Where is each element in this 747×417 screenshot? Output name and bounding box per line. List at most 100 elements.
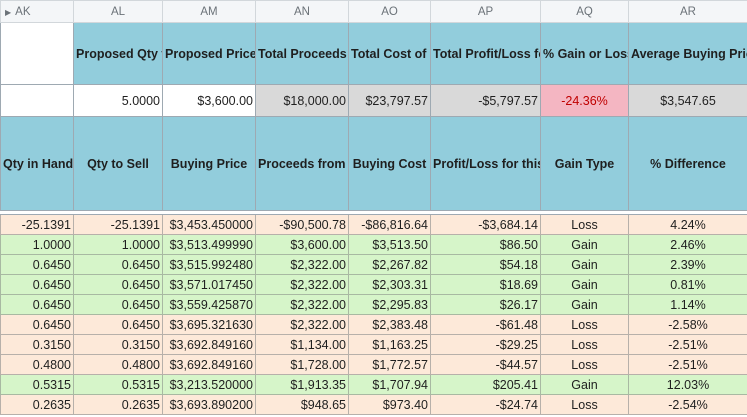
column-header-an[interactable]: AN [255, 0, 349, 23]
buying-price-cell[interactable]: $3,693.890200 [162, 394, 256, 415]
buying-price-cell[interactable]: $3,695.321630 [162, 314, 256, 335]
total-cost-header[interactable]: Total Cost of Buying [348, 22, 431, 85]
proposed-price-cell[interactable]: $3,600.00 [162, 84, 256, 117]
column-header-aq[interactable]: AQ [540, 0, 629, 23]
average-price-header[interactable]: Average Buying Price of Total Available … [628, 22, 747, 85]
buying-price-cell[interactable]: $3,213.520000 [162, 374, 256, 395]
qty-to-sell-cell[interactable]: 0.6450 [73, 254, 163, 275]
qty-to-sell-cell[interactable]: -25.1391 [73, 214, 163, 235]
gain-type-cell[interactable]: Loss [540, 354, 629, 375]
buying-price-cell[interactable]: $3,692.849160 [162, 354, 256, 375]
profit-loss-cell[interactable]: $26.17 [430, 294, 541, 315]
profit-loss-cell[interactable]: $86.50 [430, 234, 541, 255]
proceeds-cell[interactable]: $2,322.00 [255, 314, 349, 335]
qty-to-sell-cell[interactable]: 0.6450 [73, 294, 163, 315]
buying-cost-cell[interactable]: $2,383.48 [348, 314, 431, 335]
buying-price-cell[interactable]: $3,515.992480 [162, 254, 256, 275]
buying-cost-cell[interactable]: -$86,816.64 [348, 214, 431, 235]
pct-difference-cell[interactable]: 2.46% [628, 234, 747, 255]
qty-in-hand-header[interactable]: Qty in Hand [0, 116, 74, 211]
qty-in-hand-cell[interactable]: 1.0000 [0, 234, 74, 255]
qty-in-hand-cell[interactable]: 0.4800 [0, 354, 74, 375]
buying-cost-cell[interactable]: $1,163.25 [348, 334, 431, 355]
total-profit-header[interactable]: Total Profit/Loss for this transaction [430, 22, 541, 85]
qty-to-sell-cell[interactable]: 0.6450 [73, 274, 163, 295]
pct-difference-header[interactable]: % Difference [628, 116, 747, 211]
qty-to-sell-cell[interactable]: 0.4800 [73, 354, 163, 375]
qty-in-hand-cell[interactable]: 0.6450 [0, 314, 74, 335]
column-header-ar[interactable]: AR [628, 0, 747, 23]
qty-in-hand-cell[interactable]: -25.1391 [0, 214, 74, 235]
gain-type-cell[interactable]: Loss [540, 394, 629, 415]
profit-loss-cell[interactable]: -$3,684.14 [430, 214, 541, 235]
column-header-ap[interactable]: AP [430, 0, 541, 23]
column-header-ao[interactable]: AO [348, 0, 431, 23]
profit-loss-cell[interactable]: $18.69 [430, 274, 541, 295]
proceeds-cell[interactable]: $948.65 [255, 394, 349, 415]
column-header-al[interactable]: AL [73, 0, 163, 23]
gain-type-cell[interactable]: Gain [540, 274, 629, 295]
proceeds-cell[interactable]: $1,134.00 [255, 334, 349, 355]
qty-to-sell-header[interactable]: Qty to Sell [73, 116, 163, 211]
profit-loss-cell[interactable]: -$29.25 [430, 334, 541, 355]
proceeds-header[interactable]: Proceeds from Sell [255, 116, 349, 211]
proceeds-cell[interactable]: $1,913.35 [255, 374, 349, 395]
proceeds-cell[interactable]: $3,600.00 [255, 234, 349, 255]
qty-in-hand-cell[interactable]: 0.6450 [0, 254, 74, 275]
proposed-qty-header[interactable]: Proposed Qty to Sell [73, 22, 163, 85]
buying-cost-cell[interactable]: $3,513.50 [348, 234, 431, 255]
qty-in-hand-cell[interactable]: 0.3150 [0, 334, 74, 355]
proceeds-cell[interactable]: $2,322.00 [255, 294, 349, 315]
gain-type-cell[interactable]: Gain [540, 294, 629, 315]
proceeds-cell[interactable]: $2,322.00 [255, 254, 349, 275]
average-price-cell[interactable]: $3,547.65 [628, 84, 747, 117]
profit-loss-cell[interactable]: -$24.74 [430, 394, 541, 415]
empty-cell[interactable] [0, 84, 74, 117]
total-cost-cell[interactable]: $23,797.57 [348, 84, 431, 117]
qty-in-hand-cell[interactable]: 0.6450 [0, 274, 74, 295]
pct-difference-cell[interactable]: -2.54% [628, 394, 747, 415]
qty-in-hand-cell[interactable]: 0.5315 [0, 374, 74, 395]
pct-difference-cell[interactable]: -2.58% [628, 314, 747, 335]
profit-loss-cell[interactable]: -$44.57 [430, 354, 541, 375]
buying-price-cell[interactable]: $3,559.425870 [162, 294, 256, 315]
gain-type-cell[interactable]: Loss [540, 214, 629, 235]
profit-loss-cell[interactable]: -$61.48 [430, 314, 541, 335]
gain-type-cell[interactable]: Gain [540, 234, 629, 255]
pct-difference-cell[interactable]: 0.81% [628, 274, 747, 295]
qty-to-sell-cell[interactable]: 0.5315 [73, 374, 163, 395]
total-proceeds-cell[interactable]: $18,000.00 [255, 84, 349, 117]
buying-price-cell[interactable]: $3,453.450000 [162, 214, 256, 235]
qty-to-sell-cell[interactable]: 0.6450 [73, 314, 163, 335]
column-header-ak[interactable]: ▶ AK [0, 0, 74, 23]
total-proceeds-header[interactable]: Total Proceeds from Sell [255, 22, 349, 85]
buying-price-header[interactable]: Buying Price [162, 116, 256, 211]
qty-to-sell-cell[interactable]: 1.0000 [73, 234, 163, 255]
gain-type-cell[interactable]: Gain [540, 374, 629, 395]
buying-cost-header[interactable]: Buying Cost [348, 116, 431, 211]
gain-type-cell[interactable]: Loss [540, 314, 629, 335]
profit-loss-cell[interactable]: $205.41 [430, 374, 541, 395]
buying-cost-cell[interactable]: $1,707.94 [348, 374, 431, 395]
empty-cell[interactable] [0, 22, 74, 85]
gain-type-cell[interactable]: Loss [540, 334, 629, 355]
pct-difference-cell[interactable]: 1.14% [628, 294, 747, 315]
total-profit-cell[interactable]: -$5,797.57 [430, 84, 541, 117]
proposed-price-header[interactable]: Proposed Price to Sell [162, 22, 256, 85]
proceeds-cell[interactable]: -$90,500.78 [255, 214, 349, 235]
gain-loss-pct-cell[interactable]: -24.36% [540, 84, 629, 117]
buying-cost-cell[interactable]: $973.40 [348, 394, 431, 415]
pct-difference-cell[interactable]: 2.39% [628, 254, 747, 275]
qty-to-sell-cell[interactable]: 0.3150 [73, 334, 163, 355]
proceeds-cell[interactable]: $1,728.00 [255, 354, 349, 375]
column-header-am[interactable]: AM [162, 0, 256, 23]
pct-difference-cell[interactable]: 12.03% [628, 374, 747, 395]
qty-in-hand-cell[interactable]: 0.6450 [0, 294, 74, 315]
gain-loss-pct-header[interactable]: % Gain or Loss [540, 22, 629, 85]
pct-difference-cell[interactable]: 4.24% [628, 214, 747, 235]
buying-cost-cell[interactable]: $2,295.83 [348, 294, 431, 315]
profit-loss-header[interactable]: Profit/Loss for this transaction [430, 116, 541, 211]
profit-loss-cell[interactable]: $54.18 [430, 254, 541, 275]
proposed-qty-cell[interactable]: 5.0000 [73, 84, 163, 117]
pct-difference-cell[interactable]: -2.51% [628, 354, 747, 375]
